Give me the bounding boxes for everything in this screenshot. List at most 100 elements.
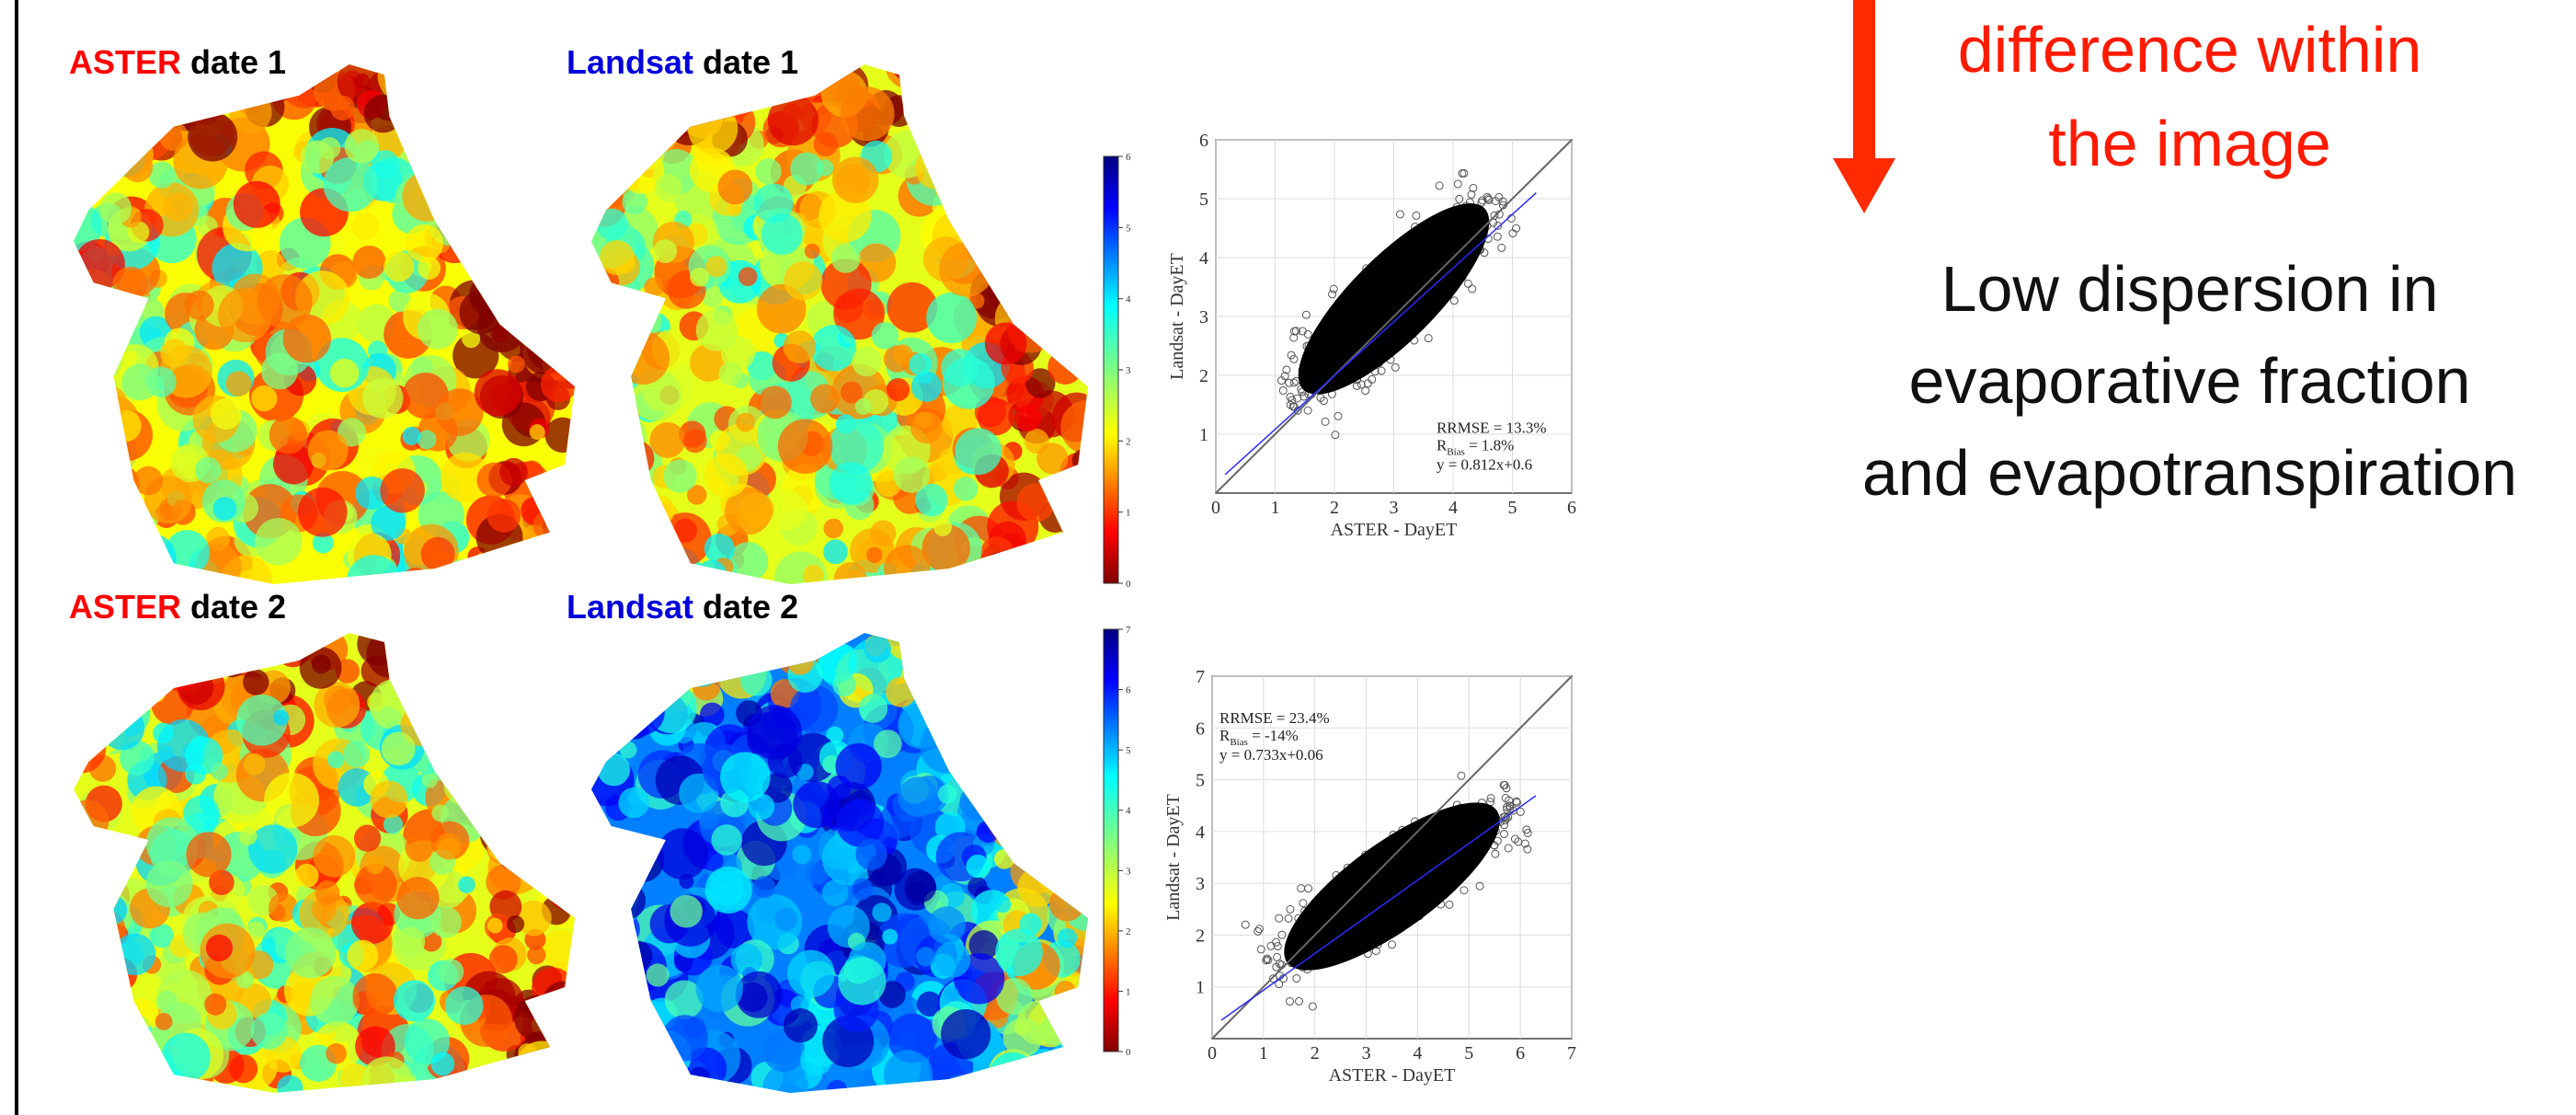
- cloud-point: [1445, 900, 1454, 909]
- cloud-point: [1501, 793, 1510, 802]
- map-patch: [74, 535, 113, 582]
- map-patch: [915, 411, 933, 429]
- map-patch: [458, 201, 509, 251]
- map-patch: [600, 994, 643, 1037]
- map-patch: [926, 292, 978, 343]
- bias-value: = -14%: [1248, 727, 1299, 744]
- map-patch: [227, 633, 246, 649]
- map-patch: [937, 784, 957, 804]
- map-patch: [433, 728, 461, 755]
- map-patch: [498, 741, 544, 786]
- map-patch: [556, 750, 575, 784]
- map-patch: [892, 64, 922, 81]
- map-patch: [695, 559, 727, 584]
- map-patch: [994, 848, 1015, 869]
- map-patch: [74, 87, 113, 134]
- map-patch: [543, 1083, 561, 1093]
- map-patch: [800, 1043, 832, 1076]
- colorbar-tick-label: 4: [1126, 806, 1131, 817]
- cloud-point: [1275, 914, 1284, 923]
- map-patch: [953, 95, 970, 112]
- cloud-point: [1254, 926, 1263, 936]
- map-patch: [405, 224, 444, 263]
- map-patch: [947, 93, 1000, 145]
- map-patch: [605, 434, 643, 472]
- map-patch: [120, 741, 155, 776]
- map-patch: [129, 641, 151, 663]
- map-patch: [910, 371, 943, 402]
- map-patch: [944, 986, 959, 1002]
- map-patch: [620, 838, 665, 883]
- map-patch: [959, 753, 1000, 792]
- map-patch: [495, 236, 530, 271]
- map-patch: [499, 457, 528, 487]
- map-patch: [99, 192, 132, 225]
- map-patch: [774, 907, 798, 931]
- map-patch: [1048, 886, 1085, 922]
- map-patch: [1040, 166, 1088, 218]
- map-patch: [444, 986, 484, 1026]
- map-patch: [826, 1079, 848, 1093]
- y-tick-label: 4: [1199, 248, 1208, 269]
- y-tick-label: 3: [1199, 307, 1208, 328]
- map-patch: [1013, 746, 1040, 773]
- cloud-point: [1272, 937, 1281, 947]
- map-patch: [1068, 1017, 1088, 1055]
- map-patch: [833, 562, 867, 584]
- map-patch: [489, 126, 532, 168]
- map-patch: [1025, 734, 1072, 782]
- map-patch: [1004, 738, 1024, 757]
- map-patch: [329, 358, 360, 388]
- map-patch: [528, 151, 575, 200]
- map-patch: [690, 343, 728, 382]
- bias-symbol: R: [1219, 727, 1231, 744]
- map-patch: [1010, 674, 1061, 726]
- map: [74, 633, 575, 1093]
- map-patch: [513, 994, 560, 1041]
- map-patch: [420, 536, 455, 571]
- date-label: date 2: [703, 588, 798, 626]
- map-patch: [273, 709, 290, 726]
- map-patch: [366, 633, 415, 678]
- map-patch: [160, 339, 189, 368]
- map-patch: [483, 735, 528, 780]
- map-patch: [417, 430, 437, 450]
- cloud-point: [1286, 400, 1295, 409]
- bias-symbol: R: [1437, 437, 1448, 454]
- map-patch: [183, 795, 220, 832]
- map-patch: [997, 64, 1018, 86]
- map-patch: [987, 706, 1008, 727]
- bias-value: = 1.8%: [1465, 437, 1515, 454]
- colorbar-tick-label: 6: [1126, 152, 1131, 163]
- map-patch: [487, 917, 503, 934]
- map-patch: [352, 245, 386, 280]
- map-patch: [532, 509, 567, 543]
- map-patch: [1074, 764, 1088, 783]
- map-patch: [1035, 785, 1088, 837]
- map-patch: [74, 98, 96, 139]
- map-patch: [1002, 1017, 1043, 1058]
- cloud-point: [1334, 411, 1343, 420]
- map-patch: [988, 1052, 1037, 1093]
- y-tick-label: 6: [1199, 131, 1208, 151]
- cloud-point: [1412, 211, 1421, 220]
- map-patch: [790, 152, 824, 186]
- cloud-point: [1493, 232, 1502, 241]
- colorbar-tick-label: 2: [1126, 926, 1131, 937]
- cloud-point: [1395, 210, 1404, 219]
- map-patch: [998, 650, 1039, 692]
- map-patch: [938, 88, 979, 130]
- map-patch: [447, 126, 467, 146]
- map-patch: [118, 122, 146, 151]
- map-patch: [605, 684, 645, 723]
- map-patch: [644, 277, 664, 297]
- map-patch: [631, 500, 659, 529]
- map-patch: [592, 652, 638, 698]
- x-tick-label: 3: [1390, 498, 1399, 518]
- cloud-point: [1331, 431, 1340, 440]
- map-patch: [464, 702, 502, 741]
- colorbar: [1103, 155, 1119, 584]
- map-patch: [763, 633, 807, 665]
- map-patch: [642, 117, 679, 153]
